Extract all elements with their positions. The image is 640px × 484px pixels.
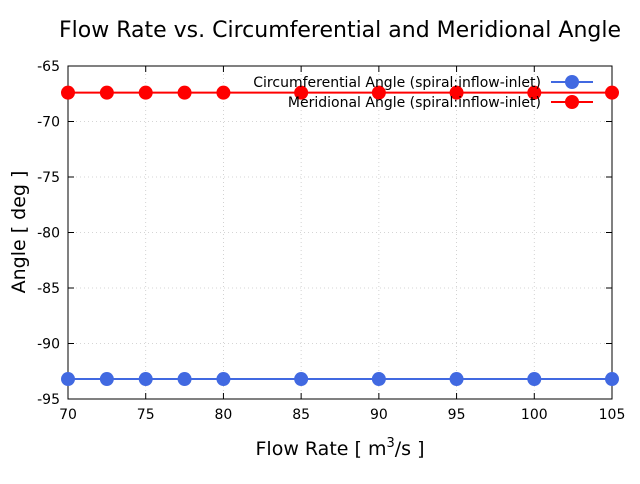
data-point [61,85,75,100]
y-tick-label: -95 [37,392,60,408]
legend-label: Circumferential Angle (spiral:inflow-inl… [253,75,541,91]
x-tick-label: 75 [137,407,155,423]
y-tick-label: -65 [37,59,60,75]
data-point [449,85,464,100]
data-point [177,372,192,387]
x-tick-label: 105 [599,407,626,423]
data-point [605,85,619,100]
legend-marker [565,75,579,89]
data-point [99,85,114,100]
legend: Circumferential Angle (spiral:inflow-inl… [253,75,593,111]
data-point [138,372,153,387]
y-tick-labels: -95 -90 -85 -80 -75 -70 -65 [37,59,60,408]
x-axis-label: Flow Rate [ m3/s ] [255,436,424,460]
data-point [61,372,75,387]
data-point [371,85,386,100]
x-axis-label-main: Flow Rate [ m [255,438,386,460]
data-point [216,85,231,100]
data-point [371,372,386,387]
y-tick-label: -80 [37,226,60,242]
data-point [177,85,192,100]
data-point [138,85,153,100]
series-circumferential [61,372,619,387]
y-tick-label: -90 [37,337,60,353]
y-tick-label: -75 [37,170,60,186]
y-tick-label: -70 [37,115,60,131]
x-tick-label: 80 [215,407,233,423]
x-tick-label: 95 [448,407,466,423]
x-tick-label: 90 [370,407,388,423]
legend-item: Circumferential Angle (spiral:inflow-inl… [253,75,593,91]
data-point [527,85,542,100]
grid [68,66,612,399]
x-tick-labels: 70 75 80 85 90 95 100 105 [59,407,625,423]
data-point [527,372,542,387]
series-group [61,85,619,387]
data-point [216,372,231,387]
data-point [294,372,309,387]
axes [67,65,613,400]
legend-item: Meridional Angle (spiral:inflow-inlet) [288,95,593,111]
x-axis-label-sup: 3 [386,436,394,451]
x-axis-label-tail: /s ] [395,438,425,460]
data-point [605,372,619,387]
data-point [294,85,309,100]
plot-border [67,65,613,400]
x-tick-label: 85 [292,407,310,423]
chart-title: Flow Rate vs. Circumferential and Meridi… [59,18,621,43]
series-meridional [61,85,619,100]
data-point [449,372,464,387]
y-tick-label: -85 [37,281,60,297]
legend-marker [565,95,579,109]
x-tick-label: 70 [59,407,77,423]
legend-label: Meridional Angle (spiral:inflow-inlet) [288,95,541,111]
y-axis-label: Angle [ deg ] [8,171,30,294]
data-point [99,372,114,387]
x-tick-label: 100 [521,407,548,423]
